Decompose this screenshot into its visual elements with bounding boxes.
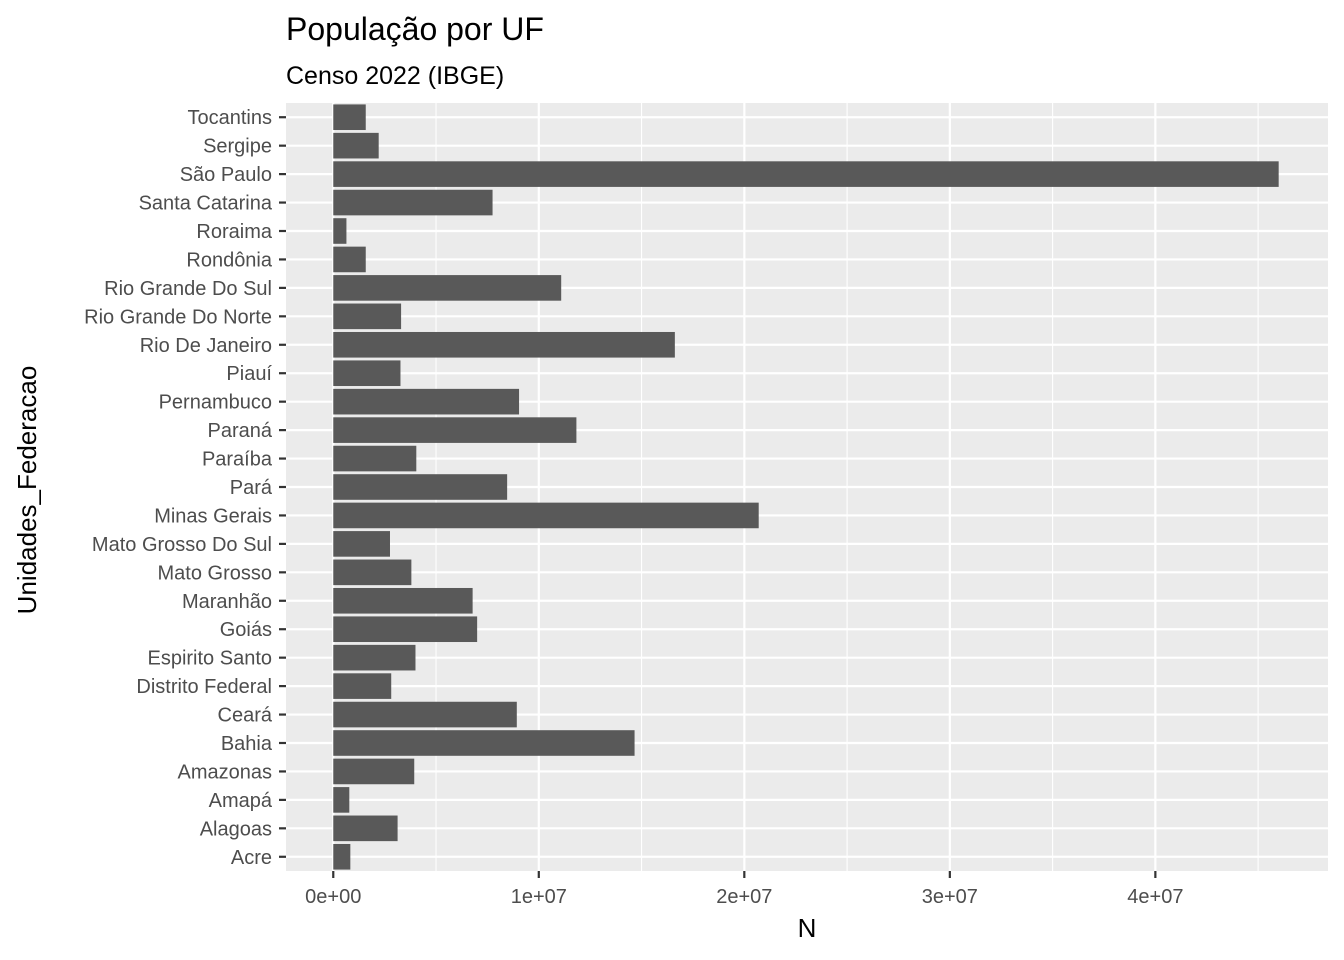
y-tick-label: Pará: [230, 477, 273, 499]
bar: [333, 815, 398, 842]
y-tick-label: Paraíba: [202, 449, 273, 471]
y-tick-label: Tocantins: [188, 107, 273, 129]
y-tick-label: Espirito Santo: [147, 648, 272, 670]
bar: [333, 417, 577, 443]
x-tick-label: 4e+07: [1127, 886, 1183, 908]
x-tick-label: 2e+07: [716, 886, 772, 908]
y-tick-label: Rondônia: [186, 249, 273, 271]
y-tick-label: Rio Grande Do Sul: [104, 278, 272, 300]
y-tick-label: Acre: [231, 847, 272, 869]
bar: [333, 275, 562, 301]
x-tick-label: 0e+00: [305, 886, 361, 908]
bar: [333, 331, 675, 358]
bar: [333, 787, 350, 813]
y-tick-label: Rio De Janeiro: [140, 335, 272, 357]
x-axis-title: N: [798, 913, 817, 943]
y-tick-label: Sergipe: [203, 136, 272, 158]
bar: [333, 303, 402, 330]
bar: [333, 132, 379, 159]
y-tick-label: Maranhão: [182, 591, 272, 613]
y-tick-label: Paraná: [208, 420, 273, 442]
x-axis: 0e+00 1e+07 2e+07 3e+07 4e+07: [305, 871, 1183, 908]
chart-title: População por UF: [286, 11, 544, 47]
y-tick-label: Alagoas: [200, 818, 272, 840]
y-tick-label: Mato Grosso: [158, 562, 272, 584]
y-tick-label: Santa Catarina: [139, 193, 273, 215]
y-tick-label: Distrito Federal: [136, 676, 272, 698]
bars: [333, 104, 1279, 870]
y-tick-label: Rio Grande Do Norte: [84, 306, 272, 328]
y-tick-label: Bahia: [221, 733, 273, 755]
bar: [333, 616, 478, 643]
bar: [333, 587, 473, 614]
y-tick-label: Pernambuco: [159, 392, 272, 414]
y-tick-label: Piauí: [226, 363, 272, 385]
y-tick-label: Amapá: [209, 790, 273, 812]
bar: [333, 360, 401, 387]
bar: [333, 104, 366, 131]
y-tick-label: Ceará: [218, 705, 273, 727]
bar: [333, 758, 415, 785]
y-tick-label: Goiás: [220, 619, 272, 641]
y-tick-label: Mato Grosso Do Sul: [92, 534, 272, 556]
bar: [333, 701, 517, 728]
x-tick-label: 3e+07: [922, 886, 978, 908]
chart-subtitle: Censo 2022 (IBGE): [286, 62, 504, 90]
x-tick-label: 1e+07: [511, 886, 567, 908]
bar: [333, 445, 417, 472]
bar: [333, 474, 508, 500]
bar: [333, 189, 493, 216]
bar: [333, 161, 1279, 187]
bar: [333, 246, 366, 273]
y-tick-label: São Paulo: [180, 164, 272, 186]
bar: [333, 644, 416, 671]
bar: [333, 843, 351, 870]
bar: [333, 730, 635, 756]
y-tick-label: Roraima: [196, 221, 272, 243]
bar: [333, 502, 759, 529]
y-axis-title: Unidades_Federacao: [12, 366, 42, 615]
bar: [333, 218, 347, 244]
bar: [333, 531, 390, 557]
y-tick-label: Amazonas: [178, 761, 273, 783]
y-tick-label: Minas Gerais: [154, 505, 272, 527]
y-axis: Acre Alagoas Amapá Amazonas Bahia Ceará Distri…: [84, 107, 286, 869]
bar: [333, 559, 412, 586]
bar: [333, 673, 392, 699]
bar: [333, 388, 520, 415]
